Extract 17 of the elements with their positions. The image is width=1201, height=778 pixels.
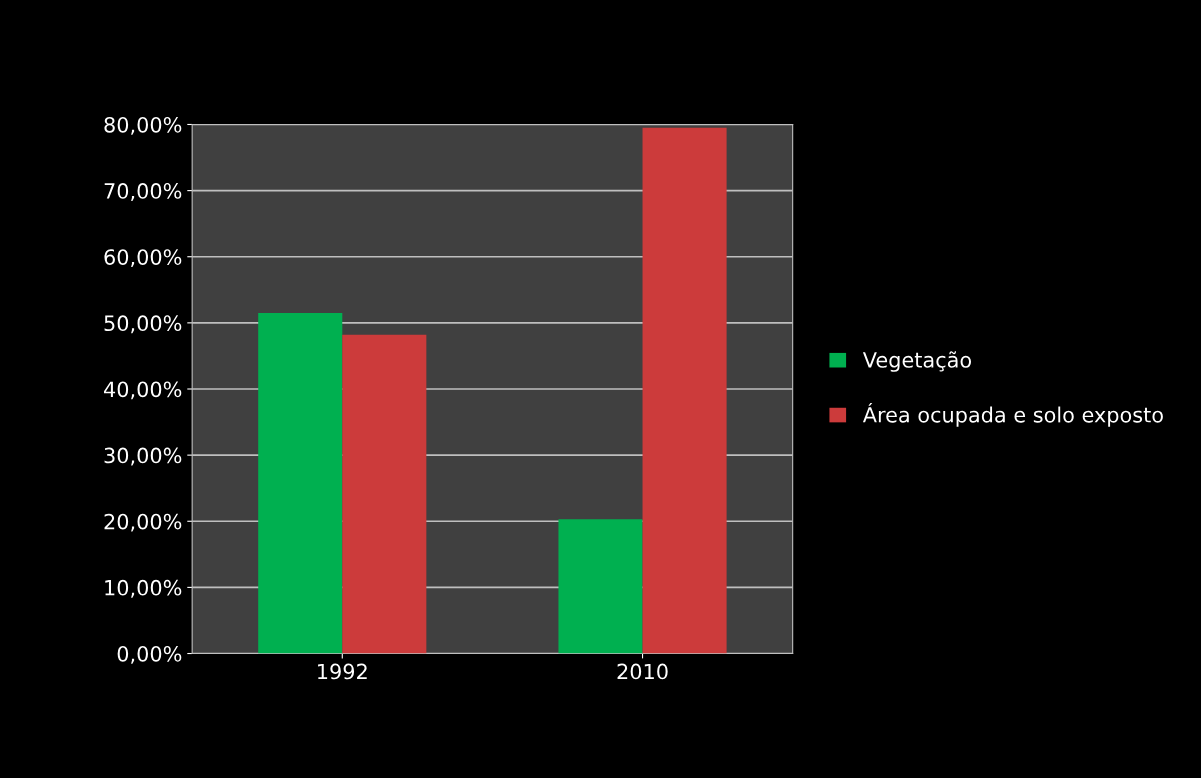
x-tick-label: 2010: [617, 663, 668, 680]
legend-label: Vegetação: [862, 351, 972, 372]
y-tick-label: 70,00%: [104, 183, 182, 201]
legend-label: Área ocupada e solo exposto: [862, 403, 1163, 427]
y-tick-label: 0,00%: [117, 645, 182, 664]
bar: [258, 312, 343, 654]
y-tick-label: 50,00%: [104, 315, 182, 334]
y-tick-label: 60,00%: [104, 249, 182, 268]
bar: [558, 519, 643, 654]
y-tick-label: 30,00%: [104, 447, 182, 466]
bar: [642, 127, 727, 654]
y-tick-label: 20,00%: [104, 513, 182, 532]
bar: [342, 334, 427, 654]
y-tick-label: 40,00%: [104, 381, 182, 400]
y-tick-label: 80,00%: [104, 116, 182, 135]
x-tick-label: 1992: [318, 663, 367, 680]
y-tick-label: 10,00%: [105, 579, 182, 598]
